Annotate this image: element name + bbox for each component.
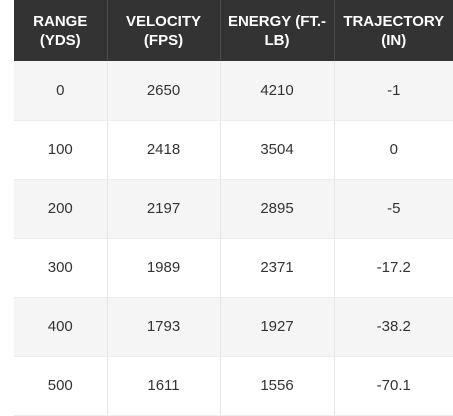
header-energy: ENERGY (FT.-LB) [220,0,335,61]
cell-trajectory: -17.2 [334,238,453,298]
header-row: RANGE (YDS) VELOCITY (FPS) ENERGY (FT.-L… [14,0,453,61]
ballistics-table: RANGE (YDS) VELOCITY (FPS) ENERGY (FT.-L… [14,0,453,416]
cell-velocity: 2197 [107,179,221,239]
cell-range: 100 [14,120,108,180]
cell-range: 500 [14,356,108,416]
cell-range: 300 [14,238,108,298]
cell-velocity: 2418 [107,120,221,180]
cell-trajectory: -5 [334,179,453,239]
cell-velocity: 1793 [107,297,221,357]
table-row: 0 2650 4210 -1 [14,61,453,121]
table-row: 500 1611 1556 -70.1 [14,356,453,416]
header-trajectory: TRAJECTORY (IN) [343,12,445,49]
cell-energy: 4210 [220,61,335,121]
cell-range: 200 [14,179,108,239]
ballistics-table-container: RANGE (YDS) VELOCITY (FPS) ENERGY (FT.-L… [14,0,453,416]
table-header: RANGE (YDS) VELOCITY (FPS) ENERGY (FT.-L… [14,0,453,61]
cell-velocity: 1611 [107,356,221,416]
cell-trajectory: -1 [334,61,453,121]
cell-trajectory: 0 [334,120,453,180]
cell-energy: 3504 [220,120,335,180]
table-row: 400 1793 1927 -38.2 [14,297,453,357]
cell-trajectory: -38.2 [334,297,453,357]
cell-velocity: 2650 [107,61,221,121]
cell-energy: 2895 [220,179,335,239]
cell-energy: 1556 [220,356,335,416]
header-range: RANGE (YDS) [14,0,108,61]
cell-range: 400 [14,297,108,357]
table-row: 100 2418 3504 0 [14,120,453,180]
cell-velocity: 1989 [107,238,221,298]
cell-energy: 1927 [220,297,335,357]
cell-trajectory: -70.1 [334,356,453,416]
header-velocity: VELOCITY (FPS) [107,0,221,61]
table-row: 200 2197 2895 -5 [14,179,453,239]
table-body: 0 2650 4210 -1 100 2418 3504 0 200 2197 … [14,61,453,416]
cell-range: 0 [14,61,108,121]
table-row: 300 1989 2371 -17.2 [14,238,453,298]
cell-energy: 2371 [220,238,335,298]
